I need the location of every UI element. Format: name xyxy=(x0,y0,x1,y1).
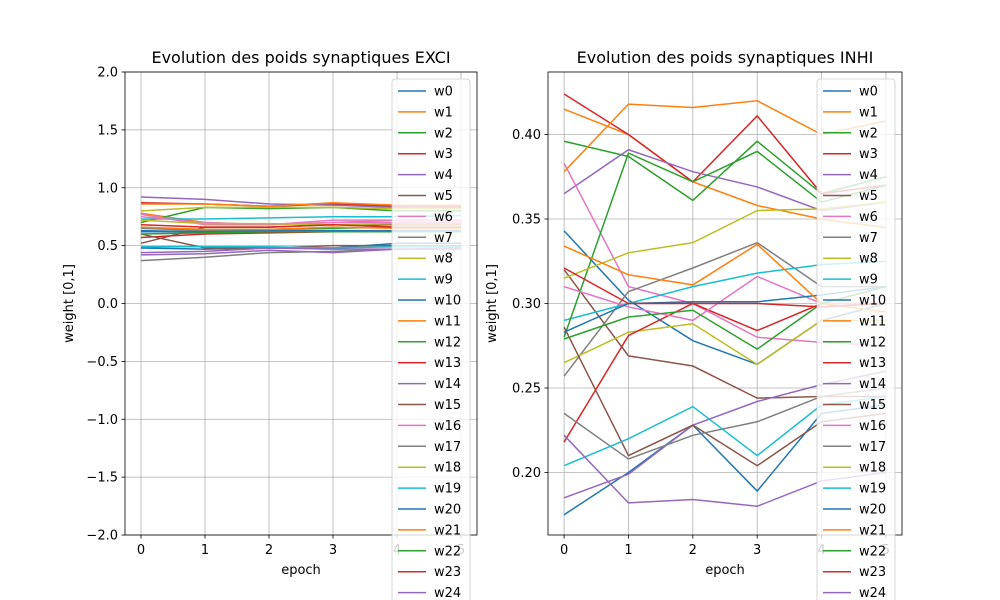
legend-label: w2 xyxy=(859,126,878,141)
legend-label: w19 xyxy=(434,482,461,497)
x-tick-label: 2 xyxy=(265,543,273,558)
legend-label: w8 xyxy=(434,252,453,267)
legend-label: w18 xyxy=(434,461,461,476)
legend-label: w10 xyxy=(434,294,461,309)
legend-label: w13 xyxy=(859,356,886,371)
axes-frame xyxy=(124,71,478,536)
y-tick-label: −1.0 xyxy=(86,413,118,428)
y-tick-label: 0.35 xyxy=(512,213,541,228)
legend-label: w0 xyxy=(434,85,453,100)
legend-label: w9 xyxy=(434,273,453,288)
legend-label: w11 xyxy=(434,314,461,329)
legend-label: w24 xyxy=(859,586,886,600)
x-tick-label: 0 xyxy=(137,543,145,558)
legend-label: w1 xyxy=(859,105,878,120)
legend-label: w3 xyxy=(859,147,878,162)
legend-label: w4 xyxy=(434,168,453,183)
legend-label: w13 xyxy=(434,356,461,371)
x-tick-label: 3 xyxy=(329,543,337,558)
y-tick-label: 0.20 xyxy=(512,466,541,481)
chart-title: Evolution des poids synaptiques EXCI xyxy=(151,48,450,67)
y-tick-label: 1.5 xyxy=(97,123,118,138)
legend-label: w6 xyxy=(434,210,453,225)
y-tick-label: 0.25 xyxy=(512,381,541,396)
legend-label: w16 xyxy=(859,419,886,434)
legend-label: w15 xyxy=(859,398,886,413)
legend-label: w23 xyxy=(434,565,461,580)
x-axis-label: epoch xyxy=(281,563,321,578)
legend-label: w18 xyxy=(859,461,886,476)
legend-label: w3 xyxy=(434,147,453,162)
legend-label: w14 xyxy=(434,377,461,392)
legend-label: w21 xyxy=(859,523,886,538)
y-tick-label: 0.5 xyxy=(97,239,118,254)
y-tick-label: −0.5 xyxy=(86,355,118,370)
legend-label: w24 xyxy=(434,586,461,600)
legend-label: w21 xyxy=(434,523,461,538)
x-tick-label: 1 xyxy=(201,543,209,558)
y-axis-label: weight [0,1] xyxy=(485,264,500,343)
axes-frame xyxy=(547,71,903,536)
y-tick-label: 0.40 xyxy=(512,128,541,143)
legend-label: w8 xyxy=(859,252,878,267)
chart-title: Evolution des poids synaptiques INHI xyxy=(577,48,874,67)
legend-label: w5 xyxy=(434,189,453,204)
legend-label: w9 xyxy=(859,273,878,288)
legend-label: w23 xyxy=(859,565,886,580)
x-tick-label: 3 xyxy=(753,543,761,558)
y-tick-label: 0.30 xyxy=(512,297,541,312)
legend-label: w20 xyxy=(859,503,886,518)
legend-label: w12 xyxy=(434,335,461,350)
legend-label: w20 xyxy=(434,503,461,518)
legend-label: w22 xyxy=(859,544,886,559)
y-tick-label: 0.0 xyxy=(97,297,118,312)
legend-label: w15 xyxy=(434,398,461,413)
x-axis-label: epoch xyxy=(705,563,745,578)
legend-label: w22 xyxy=(434,544,461,559)
x-tick-label: 2 xyxy=(689,543,697,558)
legend-label: w7 xyxy=(859,231,878,246)
legend-label: w12 xyxy=(859,335,886,350)
legend-label: w2 xyxy=(434,126,453,141)
legend-label: w17 xyxy=(859,440,886,455)
legend-box xyxy=(391,78,471,600)
legend-label: w0 xyxy=(859,85,878,100)
legend-label: w14 xyxy=(859,377,886,392)
x-tick-label: 1 xyxy=(624,543,632,558)
y-tick-label: −1.5 xyxy=(86,471,118,486)
x-tick-label: 0 xyxy=(560,543,568,558)
legend-label: w16 xyxy=(434,419,461,434)
legend-box xyxy=(816,78,896,600)
legend-label: w6 xyxy=(859,210,878,225)
y-tick-label: 1.0 xyxy=(97,181,118,196)
legend-label: w1 xyxy=(434,105,453,120)
y-tick-label: −2.0 xyxy=(86,529,118,544)
legend-label: w4 xyxy=(859,168,878,183)
legend-label: w19 xyxy=(859,482,886,497)
legend-label: w17 xyxy=(434,440,461,455)
legend-label: w10 xyxy=(859,294,886,309)
y-tick-label: 2.0 xyxy=(97,66,118,81)
legend-label: w11 xyxy=(859,314,886,329)
legend-label: w5 xyxy=(859,189,878,204)
legend-label: w7 xyxy=(434,231,453,246)
y-axis-label: weight [0,1] xyxy=(62,264,77,343)
